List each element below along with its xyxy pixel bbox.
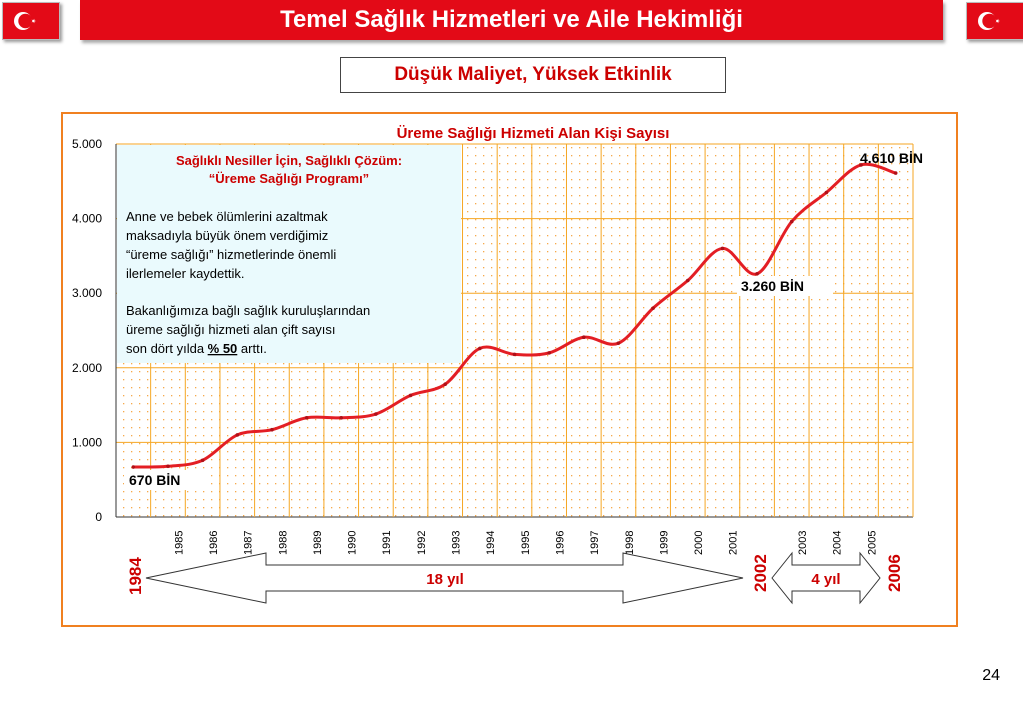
data-point (270, 427, 274, 432)
data-point (616, 341, 621, 345)
chart-grid (115, 143, 914, 518)
year-mid-label: 2002 (751, 554, 770, 592)
data-point (200, 458, 205, 463)
info-text-line: maksadıyla büyük önem verdiğimiz (126, 228, 328, 243)
info-box (117, 145, 461, 363)
data-point (789, 219, 794, 224)
data-point (651, 306, 655, 310)
long-period-arrow (145, 552, 744, 604)
year-start-label: 1984 (126, 557, 145, 595)
x-tick-label: 1986 (208, 531, 220, 555)
info-text-line: ilerlemeler kaydettik. (126, 266, 245, 281)
info-text-line: Bakanlığımıza bağlı sağlık kuruluşlarınd… (126, 303, 370, 318)
annotation-end: 4.610 BİN (860, 150, 923, 166)
info-text-post: arttı. (237, 341, 267, 356)
x-tick-label: 1987 (243, 531, 255, 555)
x-tick-label: 2004 (832, 531, 844, 555)
page-number: 24 (982, 667, 1000, 684)
data-point (478, 346, 482, 351)
x-tick-label: 1997 (589, 531, 601, 555)
x-tick-label: 2003 (797, 531, 809, 555)
data-point (582, 335, 586, 340)
info-text-percent: % 50 (208, 341, 238, 356)
annotation-end-value: 4.610 (860, 150, 895, 166)
data-point (166, 464, 170, 469)
data-point (824, 190, 829, 195)
x-tick-label: 1990 (347, 531, 359, 555)
page-title: Temel Sağlık Hizmetleri ve Aile Hekimliğ… (80, 0, 943, 40)
y-tick-label: 2.000 (72, 361, 102, 375)
info-text-line: “üreme sağlığı” hizmetlerinde önemli (126, 247, 336, 262)
data-point (547, 351, 551, 355)
x-tick-label: 1996 (554, 531, 566, 555)
x-tick-label: 2000 (693, 531, 705, 555)
annotation-bg (124, 470, 206, 490)
turkish-flag-right (966, 2, 1023, 40)
annotation-mid: 3.260 BİN (741, 278, 804, 294)
y-tick-label: 0 (95, 510, 102, 524)
x-tick-label: 1998 (624, 531, 636, 555)
x-tick-label: 1988 (277, 531, 289, 555)
x-axis-labels: 1985 1986 1987 1988 1989 1990 1991 1992 1993 1994… (173, 531, 878, 555)
x-tick-label: 1994 (485, 531, 497, 555)
year-end-label: 2006 (885, 554, 904, 592)
info-text-last-line: son dört yılda % 50 arttı. (126, 341, 267, 356)
data-point (685, 278, 690, 283)
chart-frame (61, 112, 958, 627)
info-text-pre: son dört yılda (126, 341, 208, 356)
x-tick-label: 1999 (658, 531, 670, 555)
crescent-star-icon (978, 12, 1000, 30)
data-point (859, 163, 863, 167)
data-point (339, 415, 344, 420)
annotation-bg (737, 276, 833, 296)
y-axis-labels: 0 1.000 2.000 3.000 4.000 5.000 (72, 137, 102, 524)
series-points (131, 163, 898, 469)
data-point (374, 412, 378, 416)
info-title-line1: Sağlıklı Nesiller İçin, Sağlıklı Çözüm: (176, 153, 402, 168)
x-tick-label: 2005 (866, 531, 878, 555)
y-tick-label: 3.000 (72, 286, 102, 300)
x-tick-label: 1995 (520, 531, 532, 555)
data-point (720, 246, 725, 251)
y-tick-label: 5.000 (72, 137, 102, 151)
annotation-end-unit: BİN (895, 150, 923, 166)
info-text-line: Anne ve bebek ölümlerini azaltmak (126, 209, 328, 224)
turkish-flag-left (2, 2, 60, 40)
subtitle-box: Düşük Maliyet, Yüksek Etkinlik (340, 57, 726, 93)
data-point (131, 465, 136, 469)
x-tick-label: 1991 (381, 531, 393, 555)
short-period-arrow (771, 551, 881, 605)
info-title-line2: “Üreme Sağlığı Programı” (209, 171, 369, 186)
crescent-star-icon (14, 12, 36, 30)
y-tick-label: 1.000 (72, 435, 102, 449)
annotation-start: 670 BİN (129, 472, 180, 488)
data-point (755, 272, 759, 276)
data-point (408, 393, 413, 398)
x-tick-label: 2001 (728, 531, 740, 555)
short-period-label: 4 yıl (811, 571, 840, 588)
data-point (235, 433, 240, 437)
data-point (512, 352, 517, 357)
x-tick-label: 1993 (451, 531, 463, 555)
data-point (304, 415, 309, 420)
info-text-line: üreme sağlığı hizmeti alan çift sayısı (126, 322, 336, 337)
chart-title: Üreme Sağlığı Hizmeti Alan Kişi Sayısı (397, 125, 670, 142)
data-point (443, 382, 447, 387)
y-tick-label: 4.000 (72, 212, 102, 226)
x-tick-label: 1985 (173, 531, 185, 555)
data-point (893, 171, 898, 175)
x-tick-label: 1989 (312, 531, 324, 555)
long-period-label: 18 yıl (426, 571, 464, 588)
x-tick-label: 1992 (416, 531, 428, 555)
